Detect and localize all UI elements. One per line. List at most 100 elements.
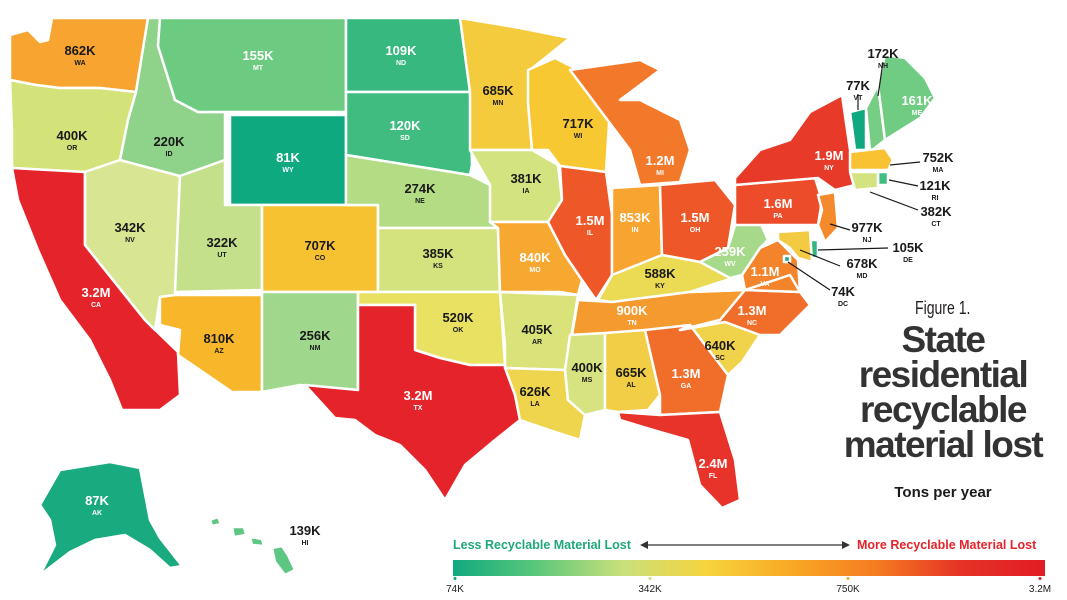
state-or bbox=[8, 78, 138, 174]
state-value-ca: 3.2M bbox=[82, 285, 111, 300]
state-value-ks: 385K bbox=[422, 246, 454, 261]
state-dc bbox=[782, 254, 792, 264]
state-value-mo: 840K bbox=[519, 250, 551, 265]
state-abbr-ma: MA bbox=[933, 167, 944, 174]
state-value-in: 853K bbox=[619, 210, 651, 225]
state-value-me: 161K bbox=[901, 93, 933, 108]
state-abbr-ia: IA bbox=[523, 188, 530, 195]
figure-subtitle: Tons per year bbox=[894, 484, 992, 501]
state-value-nj: 977K bbox=[851, 220, 883, 235]
state-abbr-or: OR bbox=[67, 145, 78, 152]
state-ak bbox=[38, 460, 184, 577]
legend-tick-dot bbox=[453, 577, 457, 580]
state-value-az: 810K bbox=[203, 331, 235, 346]
state-abbr-ok: OK bbox=[453, 327, 464, 334]
state-value-wa: 862K bbox=[64, 43, 96, 58]
state-abbr-id: ID bbox=[166, 151, 173, 158]
state-value-wy: 81K bbox=[276, 150, 300, 165]
state-sd bbox=[344, 90, 474, 177]
state-abbr-mi: MI bbox=[656, 170, 664, 177]
state-ny bbox=[733, 93, 857, 192]
state-abbr-la: LA bbox=[530, 401, 539, 408]
state-value-pa: 1.6M bbox=[764, 196, 793, 211]
state-abbr-ar: AR bbox=[532, 339, 542, 346]
state-abbr-mn: MN bbox=[493, 100, 504, 107]
state-value-ia: 381K bbox=[510, 171, 542, 186]
state-wv bbox=[698, 220, 770, 280]
state-abbr-wa: WA bbox=[74, 60, 85, 67]
state-abbr-ks: KS bbox=[433, 263, 443, 270]
state-mi bbox=[568, 58, 692, 187]
state-abbr-sc: SC bbox=[715, 355, 725, 362]
state-abbr-al: AL bbox=[626, 382, 636, 389]
leader-line-nh bbox=[877, 61, 884, 97]
state-abbr-wy: WY bbox=[282, 167, 294, 174]
state-md bbox=[776, 228, 814, 264]
state-abbr-ut: UT bbox=[217, 252, 227, 259]
state-value-ut: 322K bbox=[206, 235, 238, 250]
state-value-la: 626K bbox=[519, 384, 551, 399]
state-abbr-wi: WI bbox=[574, 133, 583, 140]
state-abbr-il: IL bbox=[587, 230, 594, 237]
state-value-ms: 400K bbox=[571, 360, 603, 375]
state-value-oh: 1.5M bbox=[681, 210, 710, 225]
state-value-il: 1.5M bbox=[576, 213, 605, 228]
state-abbr-de: DE bbox=[903, 257, 913, 264]
state-value-nd: 109K bbox=[385, 43, 417, 58]
state-abbr-sd: SD bbox=[400, 135, 410, 142]
state-value-nm: 256K bbox=[299, 328, 331, 343]
state-vt bbox=[848, 106, 868, 152]
state-value-ar: 405K bbox=[521, 322, 553, 337]
state-abbr-nc: NC bbox=[747, 320, 757, 327]
state-fl bbox=[616, 410, 742, 510]
state-abbr-hi: HI bbox=[302, 540, 309, 547]
state-value-mn: 685K bbox=[482, 83, 514, 98]
state-abbr-nd: ND bbox=[396, 60, 406, 67]
state-value-hi: 139K bbox=[289, 523, 321, 538]
state-abbr-md: MD bbox=[857, 273, 868, 280]
legend-tick-label: 342K bbox=[638, 584, 662, 595]
state-value-sd: 120K bbox=[389, 118, 421, 133]
state-value-tx: 3.2M bbox=[404, 388, 433, 403]
state-value-mi: 1.2M bbox=[646, 153, 675, 168]
state-abbr-az: AZ bbox=[214, 348, 224, 355]
state-value-mt: 155K bbox=[242, 48, 274, 63]
legend-tick-dot bbox=[1038, 577, 1042, 580]
state-ma bbox=[848, 146, 895, 172]
state-value-wv: 259K bbox=[714, 244, 746, 259]
state-value-ky: 588K bbox=[644, 266, 676, 281]
state-abbr-nv: NV bbox=[125, 237, 135, 244]
state-value-de: 105K bbox=[892, 240, 924, 255]
state-value-ct: 382K bbox=[920, 204, 952, 219]
legend-gradient-bar bbox=[453, 560, 1045, 576]
figure-label: Figure 1. bbox=[915, 298, 971, 318]
state-abbr-va: VA bbox=[760, 281, 769, 288]
state-abbr-ms: MS bbox=[582, 377, 593, 384]
legend-tick-label: 3.2M bbox=[1028, 584, 1052, 595]
state-abbr-ct: CT bbox=[931, 221, 941, 228]
state-abbr-dc: DC bbox=[838, 301, 848, 308]
leader-line-ri bbox=[888, 179, 919, 187]
state-value-ri: 121K bbox=[919, 178, 951, 193]
state-me bbox=[876, 53, 937, 142]
state-value-sc: 640K bbox=[704, 338, 736, 353]
state-abbr-me: ME bbox=[912, 110, 923, 117]
state-value-dc: 74K bbox=[831, 284, 855, 299]
legend-tick-label: 74K bbox=[446, 584, 464, 595]
state-abbr-nj: NJ bbox=[863, 237, 872, 244]
state-abbr-ak: AK bbox=[92, 510, 102, 517]
state-value-md: 678K bbox=[846, 256, 878, 271]
legend-double-arrow-icon bbox=[640, 541, 850, 549]
state-value-al: 665K bbox=[615, 365, 647, 380]
legend-tick-dot bbox=[846, 577, 850, 580]
state-abbr-pa: PA bbox=[773, 213, 782, 220]
state-value-nh: 172K bbox=[867, 46, 899, 61]
state-value-va: 1.1M bbox=[751, 264, 780, 279]
state-value-ak: 87K bbox=[85, 493, 109, 508]
state-abbr-mo: MO bbox=[529, 267, 541, 274]
state-abbr-ky: KY bbox=[655, 283, 665, 290]
leader-line-dc bbox=[787, 261, 831, 291]
state-value-fl: 2.4M bbox=[699, 456, 728, 471]
state-value-ne: 274K bbox=[404, 181, 436, 196]
